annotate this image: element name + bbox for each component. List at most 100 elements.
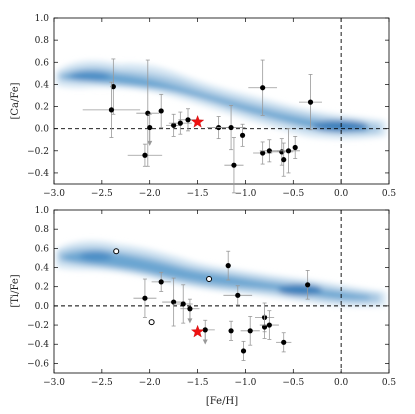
xtick-label-top: −1.5: [187, 189, 209, 199]
ytick-label-top: −0.4: [27, 169, 49, 179]
ytick-label-top: 0.4: [35, 80, 50, 90]
data-point-marker: [158, 108, 164, 114]
xtick-label-top: −3.0: [43, 189, 65, 199]
highlight-star-bottom: [190, 324, 205, 338]
open-data-point-bottom: [206, 276, 213, 283]
data-point-top: [165, 113, 182, 137]
ytick-label-top: −0.2: [27, 147, 49, 157]
data-point-bottom: [240, 340, 247, 361]
ytick-label-top: 0.2: [35, 103, 49, 113]
data-point-marker: [285, 148, 292, 154]
xtick-label-top: −2.0: [139, 189, 161, 199]
data-point-marker: [171, 122, 177, 128]
xtick-label-bottom: −1.0: [234, 378, 256, 388]
data-point-marker: [281, 157, 287, 163]
data-point-marker: [266, 322, 272, 328]
data-point-top: [224, 137, 244, 194]
data-point-marker: [247, 328, 253, 334]
xtick-label-bottom: −2.5: [91, 378, 113, 388]
data-point-marker: [110, 84, 116, 90]
data-point-marker: [240, 348, 247, 354]
xtick-label-bottom: 0.0: [334, 378, 349, 388]
panel-bottom: −3.0 −2.5 −2.0 −1.5 −1.0 −0.5 0.0 0.5 −0.6 −0.4 −0…: [10, 206, 396, 407]
data-point-bottom: [223, 285, 253, 306]
open-data-point-bottom: [113, 248, 120, 255]
data-point-marker: [187, 306, 193, 312]
data-point-marker: [180, 301, 186, 307]
ytick-label-top: 0.0: [35, 125, 50, 135]
xtick-label-bottom: 0.5: [382, 378, 397, 388]
ticks-top: −3.0 −2.5 −2.0 −1.5 −1.0 −0.5 0.0 0.5 −0.4 −0.2 0.…: [27, 14, 396, 199]
ticks-bottom: −3.0 −2.5 −2.0 −1.5 −1.0 −0.5 0.0 0.5 −0.6 −0.4 −0…: [27, 206, 396, 388]
data-points-bottom: [113, 248, 311, 361]
data-point-bottom: [133, 278, 157, 318]
data-point-marker: [292, 144, 298, 151]
data-point-bottom: [259, 310, 279, 340]
xtick-label-bottom: −1.5: [187, 378, 209, 388]
data-point-marker: [307, 99, 314, 105]
data-point-marker: [108, 107, 115, 113]
density-contours-bottom: [56, 240, 386, 307]
data-point-top: [248, 59, 278, 116]
plot-frame-top: [53, 17, 390, 185]
data-point-marker: [260, 85, 266, 91]
ytick-label-top: 1.0: [35, 14, 50, 24]
ytick-label-bottom: 0.8: [35, 225, 50, 235]
ylabel-top: [Ca/Fe]: [10, 82, 21, 119]
xtick-label-top: −2.5: [91, 189, 113, 199]
panel-top: −3.0 −2.5 −2.0 −1.5 −1.0 −0.5 0.0 0.5 −0.4 −0.2 0.…: [10, 14, 396, 199]
data-point-marker: [171, 299, 177, 305]
xtick-label-bottom: −0.5: [282, 378, 304, 388]
data-point-top: [136, 59, 160, 167]
ytick-label-bottom: 1.0: [35, 206, 50, 216]
data-point-top: [281, 142, 287, 177]
xtick-label-bottom: −3.0: [43, 378, 65, 388]
data-point-marker: [281, 339, 287, 345]
data-point-marker: [261, 324, 268, 330]
ytick-label-top: 0.6: [35, 58, 50, 68]
xtick-label-top: −0.5: [282, 189, 304, 199]
plot-frame-bottom: [53, 209, 390, 374]
data-point-top: [292, 136, 298, 159]
data-point-top: [82, 81, 141, 138]
data-point-bottom: [228, 320, 234, 341]
ytick-label-bottom: 0.6: [35, 244, 50, 254]
ytick-label-bottom: 0.0: [35, 302, 50, 312]
data-point-top: [277, 128, 300, 174]
xtick-label-bottom: −2.0: [139, 378, 161, 388]
data-point-top: [158, 93, 164, 128]
data-point-marker: [158, 279, 164, 285]
data-point-marker: [305, 282, 311, 288]
data-point-marker: [177, 120, 183, 126]
xtick-label-top: 0.0: [334, 189, 349, 199]
data-point-bottom: [276, 332, 292, 353]
data-point-top: [253, 141, 273, 165]
ylabel-bottom: [Ti/Fe]: [10, 274, 21, 307]
highlight-star-top: [190, 115, 205, 128]
data-point-top: [127, 143, 163, 167]
data-point-top: [110, 58, 116, 115]
data-point-bottom: [180, 298, 200, 324]
data-point-marker: [235, 292, 241, 298]
data-point-bottom: [195, 319, 215, 345]
open-data-point-bottom: [148, 319, 155, 326]
data-point-top: [239, 123, 246, 147]
data-point-marker: [202, 327, 208, 333]
xtick-label-top: −1.0: [234, 189, 256, 199]
data-point-marker: [185, 117, 191, 123]
data-point-bottom: [151, 271, 171, 292]
data-point-marker: [142, 152, 148, 158]
ytick-label-bottom: −0.4: [27, 340, 49, 350]
data-point-top: [147, 113, 153, 146]
data-points-top: [82, 58, 322, 194]
data-point-marker: [142, 295, 148, 301]
ytick-label-bottom: −0.2: [27, 321, 49, 331]
data-point-marker: [231, 162, 237, 168]
data-point-bottom: [162, 277, 186, 327]
upper-limit-arrow: [202, 339, 208, 345]
data-point-bottom: [240, 316, 260, 346]
data-point-marker: [260, 150, 266, 156]
xlabel-bottom: [Fe/H]: [206, 396, 238, 407]
data-point-marker: [239, 132, 246, 138]
